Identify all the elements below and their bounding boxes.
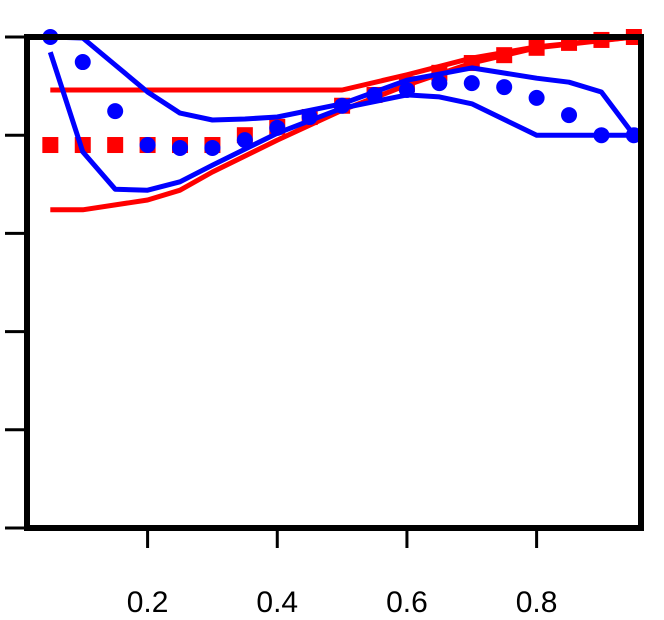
dot-marker [74, 54, 91, 71]
x-tick-label: 0.2 [127, 586, 169, 619]
dot-marker [366, 86, 383, 103]
dot-marker [561, 107, 578, 124]
dot-marker [107, 103, 124, 120]
dot-marker [496, 79, 513, 96]
dot-marker [172, 139, 189, 156]
dot-marker [334, 97, 351, 114]
dot-marker [463, 75, 480, 92]
dot-marker [269, 119, 286, 136]
dot-marker [528, 89, 545, 106]
dot-marker [593, 127, 610, 144]
dot-marker [398, 82, 415, 99]
square-marker [528, 39, 545, 56]
square-marker [107, 137, 124, 154]
x-tick-label: 0.4 [256, 586, 298, 619]
series-line [50, 34, 635, 213]
series-line [50, 34, 636, 137]
x-tick-label: 0.6 [386, 586, 428, 619]
x-tick-label: 0.8 [516, 586, 558, 619]
dot-marker [139, 137, 156, 154]
dot-marker [204, 139, 221, 156]
series-line [47, 51, 634, 193]
plot-border [24, 34, 644, 531]
dot-marker [301, 109, 318, 126]
dot-marker [236, 132, 253, 149]
dot-marker [431, 75, 448, 92]
square-marker [496, 47, 513, 64]
square-marker [42, 137, 59, 154]
dot-marker [625, 127, 642, 144]
